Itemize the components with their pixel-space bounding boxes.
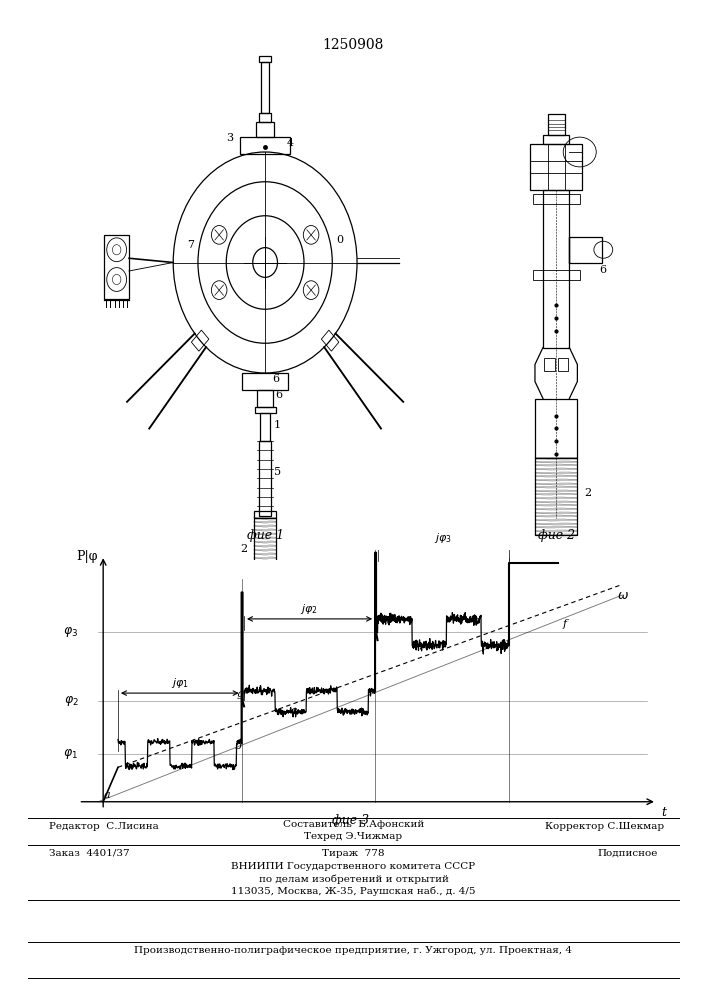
Bar [544, 358, 555, 371]
Bar [548, 114, 565, 135]
Bar [259, 113, 271, 122]
Text: Составитель  Б.Афонский: Составитель Б.Афонский [283, 820, 424, 829]
Text: t: t [662, 806, 667, 819]
Text: 6: 6 [272, 374, 279, 384]
Bar [558, 358, 568, 371]
Bar [535, 458, 578, 534]
Text: b: b [234, 741, 241, 751]
Text: Производственно-полиграфическое предприятие, г. Ужгород, ул. Проектная, 4: Производственно-полиграфическое предприя… [134, 946, 573, 955]
Text: $\varphi_3$: $\varphi_3$ [64, 625, 78, 639]
Text: 2: 2 [240, 544, 247, 554]
Bar [254, 511, 276, 518]
Text: 113035, Москва, Ж-35, Раушская наб., д. 4/5: 113035, Москва, Ж-35, Раушская наб., д. … [231, 886, 476, 896]
Text: Техред Э.Чижмар: Техред Э.Чижмар [305, 832, 402, 841]
Text: 2: 2 [585, 488, 592, 498]
Text: e: e [474, 616, 481, 626]
Bar [240, 137, 290, 154]
Text: 1: 1 [274, 420, 281, 430]
Text: 6: 6 [600, 265, 607, 275]
Text: Корректор С.Шекмар: Корректор С.Шекмар [546, 822, 665, 831]
Text: P|φ: P|φ [77, 550, 98, 563]
Bar [535, 398, 578, 458]
Bar [192, 330, 209, 351]
Bar [322, 330, 339, 351]
Bar [548, 143, 565, 190]
Bar [543, 135, 569, 143]
Text: $\varphi_2$: $\varphi_2$ [64, 694, 78, 708]
Text: 6: 6 [276, 390, 283, 400]
Text: фие 2: фие 2 [537, 529, 575, 542]
Bar [104, 235, 129, 299]
Bar [532, 194, 580, 204]
Text: 1250908: 1250908 [323, 38, 384, 52]
Text: g: g [237, 689, 244, 699]
Bar [254, 518, 276, 585]
Bar [569, 237, 602, 262]
Text: Заказ  4401/37: Заказ 4401/37 [49, 849, 130, 858]
Text: Подписное: Подписное [597, 849, 658, 858]
Bar [256, 122, 274, 137]
Text: 7: 7 [187, 240, 194, 250]
Text: по делам изобретений и открытий: по делам изобретений и открытий [259, 874, 448, 884]
Text: $j\varphi_2$: $j\varphi_2$ [300, 602, 318, 616]
Text: фие 3: фие 3 [332, 814, 369, 827]
Bar [530, 143, 582, 190]
Text: 4: 4 [286, 138, 293, 148]
Bar [257, 390, 273, 407]
Text: $\omega$: $\omega$ [617, 589, 629, 602]
Bar [261, 62, 269, 113]
Bar [259, 441, 271, 516]
Text: $\varphi_1$: $\varphi_1$ [64, 747, 78, 761]
Text: 0: 0 [336, 235, 343, 245]
Text: c: c [291, 706, 297, 716]
Bar [259, 56, 271, 62]
Bar [543, 190, 569, 348]
Bar [260, 413, 270, 441]
Bar [255, 407, 276, 413]
Text: f: f [563, 619, 567, 629]
Text: фие 1: фие 1 [247, 529, 284, 542]
Text: Редактор  С.Лисина: Редактор С.Лисина [49, 822, 159, 831]
Text: 3: 3 [226, 133, 233, 143]
Bar [532, 270, 580, 280]
Text: $j\varphi_3$: $j\varphi_3$ [434, 531, 452, 545]
Text: $j\varphi_1$: $j\varphi_1$ [171, 676, 189, 690]
Text: Тираж  778: Тираж 778 [322, 849, 385, 858]
Text: a: a [103, 790, 110, 800]
Bar [242, 373, 288, 390]
Text: 5: 5 [274, 467, 281, 477]
Text: ВНИИПИ Государственного комитета СССР: ВНИИПИ Государственного комитета СССР [231, 862, 476, 871]
